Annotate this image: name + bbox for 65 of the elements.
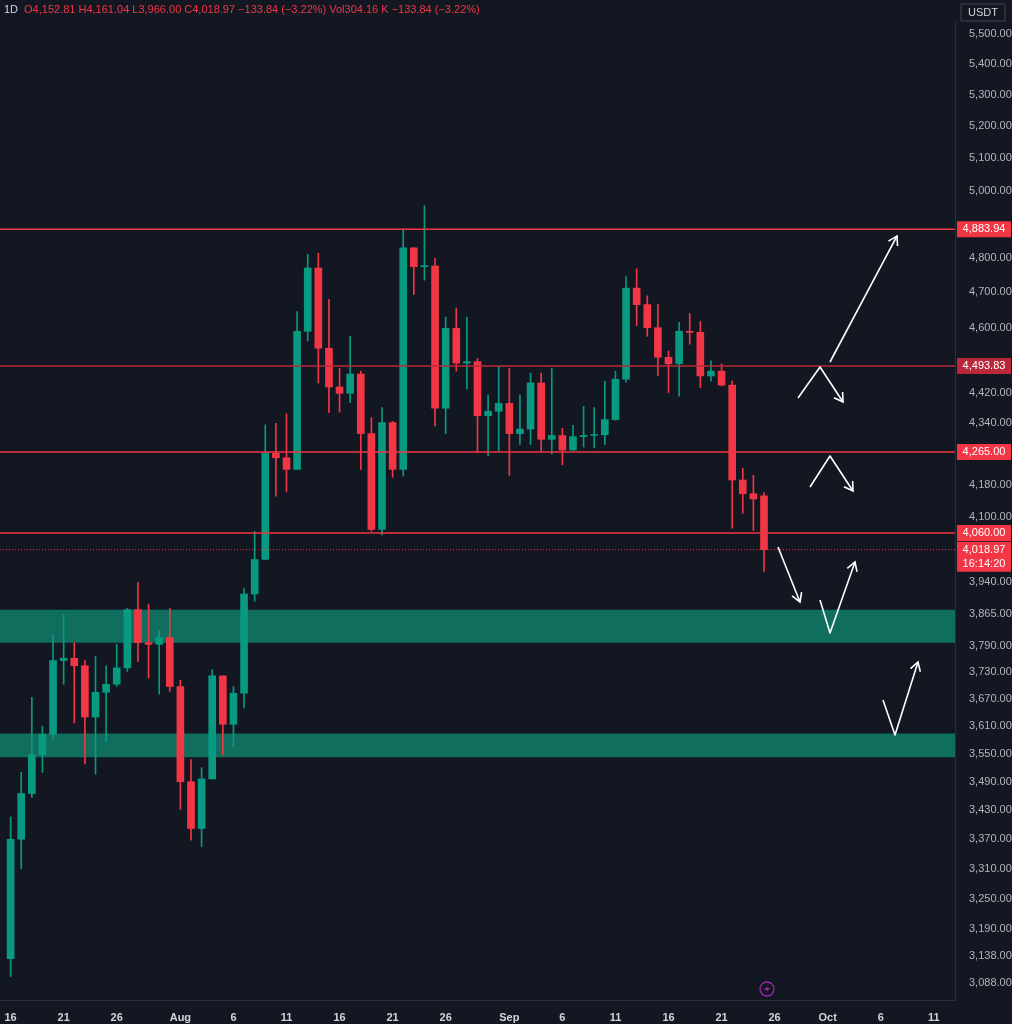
y-tick-label: 3,490.00 — [969, 774, 1012, 787]
x-tick-label: 16 — [4, 1010, 17, 1023]
y-tick-label: 4,100.00 — [969, 509, 1012, 522]
candlestick — [70, 642, 79, 724]
y-tick-label: 3,138.00 — [969, 949, 1012, 962]
candlestick — [102, 665, 110, 742]
x-tick-label: 26 — [768, 1010, 781, 1023]
y-tick-label: 3,250.00 — [969, 891, 1012, 904]
y-tick-label: 5,000.00 — [969, 183, 1012, 196]
ref-line-label: 4,493.83 — [962, 359, 1006, 372]
candlestick — [601, 380, 609, 445]
x-tick-label: 6 — [230, 1010, 237, 1023]
x-tick-label: 26 — [110, 1010, 123, 1023]
y-tick-label: 5,400.00 — [969, 57, 1012, 70]
y-tick-label: 4,420.00 — [969, 386, 1012, 399]
y-tick-label: 3,310.00 — [969, 861, 1012, 874]
x-tick-label: 16 — [333, 1010, 346, 1023]
candlestick — [155, 629, 163, 695]
x-tick-label: 11 — [609, 1010, 622, 1023]
ref-line-label: 4,265.00 — [962, 445, 1006, 458]
y-tick-label: 3,940.00 — [969, 575, 1012, 588]
y-tick-label: 5,200.00 — [969, 119, 1012, 132]
ref-line-label: 4,060.00 — [962, 526, 1006, 539]
x-tick-label: 6 — [559, 1010, 566, 1023]
x-tick-label: 11 — [927, 1010, 940, 1023]
y-tick-label: 4,600.00 — [969, 320, 1012, 333]
x-tick-label: 6 — [877, 1010, 884, 1023]
x-tick-label: Aug — [169, 1010, 192, 1023]
x-tick-label: Sep — [499, 1010, 520, 1023]
y-tick-label: 3,550.00 — [969, 746, 1012, 759]
y-tick-label: 3,865.00 — [969, 606, 1012, 619]
y-tick-label: 3,610.00 — [969, 719, 1012, 732]
y-tick-label: 3,790.00 — [969, 639, 1012, 652]
y-tick-label: 3,730.00 — [969, 665, 1012, 678]
candlestick — [494, 365, 503, 452]
y-tick-label: 3,670.00 — [969, 692, 1012, 705]
x-tick-label: Oct — [818, 1010, 838, 1023]
x-tick-label: 21 — [386, 1010, 399, 1023]
y-tick-label: 4,800.00 — [969, 250, 1012, 263]
y-tick-label: 5,100.00 — [969, 151, 1012, 164]
y-tick-label: 4,340.00 — [969, 416, 1012, 429]
candlestick — [516, 394, 524, 445]
ref-line-label: 4,018.97 16:14:20 — [962, 542, 1006, 569]
candlestick — [547, 367, 556, 455]
x-tick-label: 21 — [57, 1010, 70, 1023]
x-tick-label: 11 — [280, 1010, 293, 1023]
y-tick-label: 4,180.00 — [969, 478, 1012, 491]
y-axis-title: USDT — [968, 6, 999, 19]
candlestick — [590, 407, 599, 449]
x-tick-label: 21 — [715, 1010, 728, 1023]
y-tick-label: 5,500.00 — [969, 26, 1012, 39]
x-tick-label: 16 — [662, 1010, 675, 1023]
ref-line-label: 4,883.94 — [962, 222, 1006, 235]
y-tick-label: 3,190.00 — [969, 922, 1012, 935]
y-tick-label: 5,300.00 — [969, 87, 1012, 100]
candlestick — [463, 316, 471, 390]
y-tick-label: 3,370.00 — [969, 832, 1012, 845]
y-tick-label: 4,700.00 — [969, 285, 1012, 298]
x-tick-label: 26 — [439, 1010, 452, 1023]
y-tick-label: 3,430.00 — [969, 803, 1012, 816]
chart-subtitle: O4,152.81 H4,161.04 L3,966.00 C4,018.97 −133.84 (−3.22%) Vol304.16 K −133.84 (−3.22%) — [24, 3, 480, 15]
y-tick-label: 3,088.00 — [969, 975, 1012, 988]
candlestick — [685, 313, 694, 345]
candlestick — [484, 394, 492, 457]
chart-title: 1D — [4, 3, 19, 15]
